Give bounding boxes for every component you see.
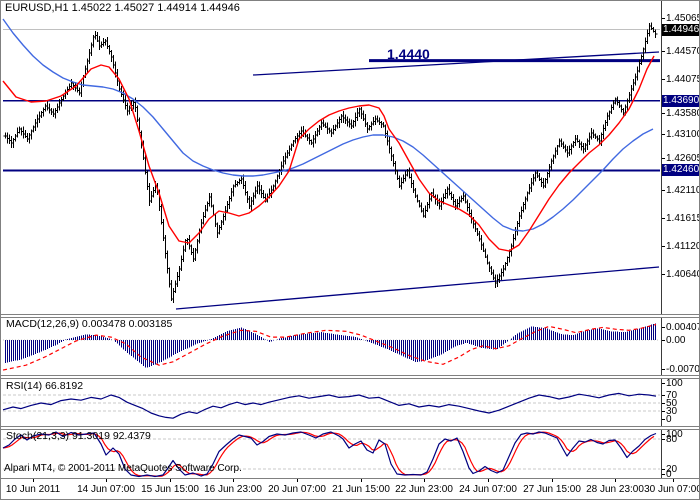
indicator-axis-label: 0	[666, 414, 672, 425]
pane-separator-macd[interactable]	[1, 314, 699, 318]
price-axis-tick	[661, 246, 665, 247]
price-axis-label: 1.43100	[666, 129, 700, 140]
price-axis-label: 1.43580	[666, 108, 700, 119]
price-axis-tick	[661, 134, 665, 135]
indicator-axis-tick	[661, 383, 665, 384]
time-axis-label[interactable]: 10 Jun 2011	[5, 484, 61, 495]
price-axis-tick	[661, 51, 665, 52]
indicator-axis-label: 70	[666, 390, 678, 401]
time-axis-label[interactable]: 27 Jun 15:00	[523, 484, 581, 495]
time-axis-tick	[673, 478, 674, 482]
price-axis-tick	[661, 18, 665, 19]
price-axis-label: 1.41120	[666, 241, 700, 252]
indicator-axis-tick	[661, 403, 665, 404]
price-axis-tick	[661, 79, 665, 80]
indicator-axis-tick	[661, 411, 665, 412]
stoch-pane-title: Stoch(21,3,3) 91.3019 92.4379	[6, 430, 151, 442]
time-axis-tick	[615, 478, 616, 482]
time-axis-label[interactable]: 21 Jun 15:00	[332, 484, 390, 495]
indicator-axis-tick	[661, 340, 665, 341]
indicator-axis-tick	[661, 369, 665, 370]
price-axis-label: 1.44075	[666, 74, 700, 85]
time-axis-tick	[106, 478, 107, 482]
time-axis-label[interactable]: 15 Jun 15:00	[141, 484, 199, 495]
indicator-axis-label: 50	[666, 398, 678, 409]
price-axis-label: 1.41615	[666, 213, 700, 224]
time-axis-tick	[424, 478, 425, 482]
time-axis-tick	[297, 478, 298, 482]
indicator-axis-tick	[661, 474, 665, 475]
price-axis-separator[interactable]	[661, 1, 662, 479]
time-axis-label[interactable]: 20 Jun 07:00	[268, 484, 326, 495]
time-axis-tick	[233, 478, 234, 482]
time-axis-tick	[170, 478, 171, 482]
indicator-axis-tick	[661, 439, 665, 440]
pane-separator-stoch[interactable]	[1, 426, 699, 430]
price-axis-tick	[661, 218, 665, 219]
indicator-axis-tick	[661, 434, 665, 435]
resistance-price-label: 1.4440	[387, 46, 430, 62]
price-axis-label: 1.42110	[666, 185, 700, 196]
price-axis-tick	[661, 274, 665, 275]
price-axis-tick	[661, 158, 665, 159]
indicator-axis-tick	[661, 395, 665, 396]
time-axis-tick	[361, 478, 362, 482]
indicator-axis-label: 80	[666, 434, 678, 445]
indicator-axis-tick	[661, 327, 665, 328]
price-axis-label: 1.40640	[666, 269, 700, 280]
time-axis-separator	[1, 478, 699, 479]
time-axis-label[interactable]: 14 Jun 07:00	[77, 484, 135, 495]
indicator-axis-label: 30	[666, 406, 678, 417]
time-axis-tick	[488, 478, 489, 482]
price-axis-label: 1.42605	[666, 153, 700, 164]
copyright-text: Alpari MT4, © 2001-2011 MetaQuotes Softw…	[4, 463, 242, 474]
time-axis-label[interactable]: 30 Jun 07:00	[644, 484, 700, 495]
current-price-box: 1.44946	[661, 24, 700, 36]
price-axis-tick	[661, 113, 665, 114]
time-axis-label[interactable]: 22 Jun 23:00	[395, 484, 453, 495]
indicator-axis-label: 0.004073	[666, 322, 699, 333]
time-axis-label[interactable]: 28 Jun 23:00	[586, 484, 644, 495]
pane-separator-rsi[interactable]	[1, 375, 699, 379]
time-axis-label[interactable]: 24 Jun 07:00	[459, 484, 517, 495]
indicator-axis-label: 100	[666, 378, 683, 389]
price-axis-tick	[661, 190, 665, 191]
price-axis-label: 1.45065	[666, 13, 700, 24]
indicator-axis-tick	[661, 419, 665, 420]
hline-price-box: 1.43690	[661, 95, 700, 107]
time-axis-label[interactable]: 16 Jun 23:00	[204, 484, 262, 495]
time-axis-tick	[552, 478, 553, 482]
indicator-axis-label: 100	[666, 429, 683, 440]
hline-price-box: 1.42460	[661, 164, 700, 176]
price-axis-label: 1.44570	[666, 46, 700, 57]
indicator-axis-label: 20	[666, 464, 678, 475]
indicator-axis-label: 0	[666, 469, 672, 480]
rsi-pane-title: RSI(14) 66.8192	[6, 380, 84, 392]
time-axis-tick	[33, 478, 34, 482]
indicator-axis-label: 0.00	[666, 335, 686, 346]
chart-title: EURUSD,H1 1.45022 1.45027 1.44914 1.4494…	[5, 2, 240, 14]
indicator-axis-label: -0.00707	[666, 364, 700, 375]
macd-pane-title: MACD(12,26,9) 0.003478 0.003185	[6, 318, 173, 330]
indicator-axis-tick	[661, 469, 665, 470]
